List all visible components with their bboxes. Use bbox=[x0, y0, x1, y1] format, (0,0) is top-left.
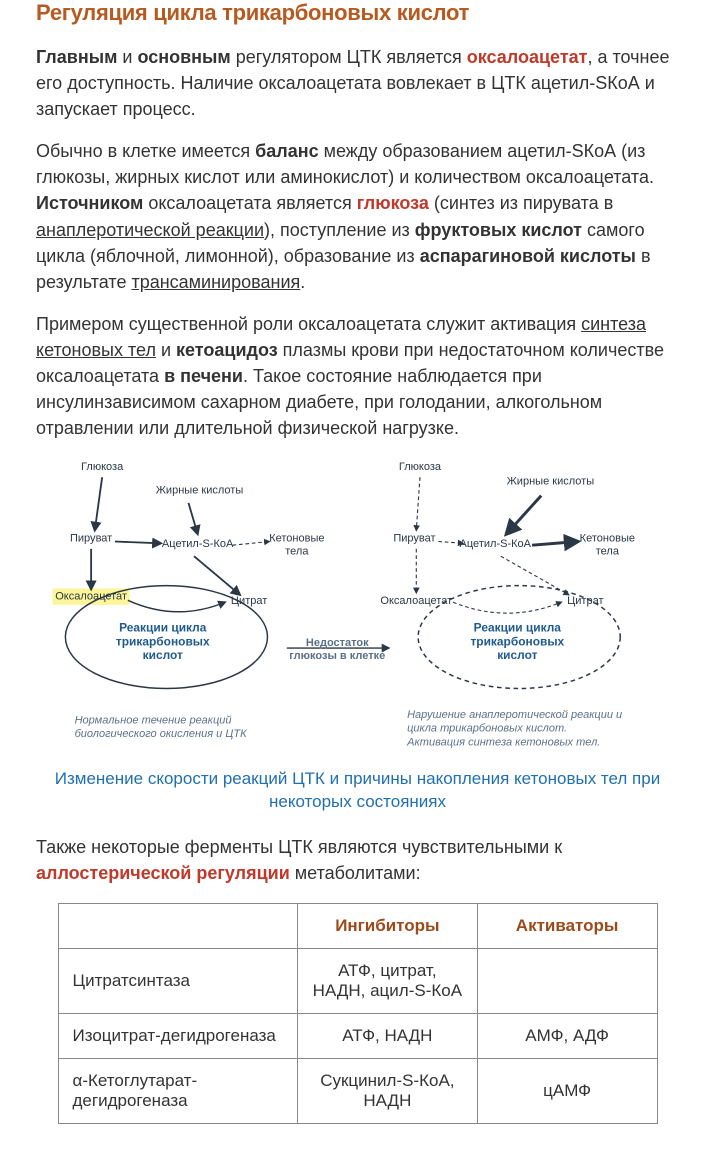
diagram-container: Глюкоза Жирные кислоты Пируват Ацетил-S-КоА… bbox=[36, 457, 679, 760]
text: ), поступление из bbox=[264, 220, 415, 240]
paragraph-1: Главным и основным регулятором ЦТК являе… bbox=[36, 44, 679, 122]
text-accent: аллостерической регуляции bbox=[36, 863, 290, 883]
svg-text:Недостаток: Недостаток bbox=[306, 638, 369, 650]
table-header-activators: Активаторы bbox=[477, 903, 657, 948]
activators-cell bbox=[477, 948, 657, 1013]
text: и bbox=[117, 47, 137, 67]
svg-text:Жирные кислоты: Жирные кислоты bbox=[156, 485, 244, 497]
svg-text:цикла трикарбоновых кислот.: цикла трикарбоновых кислот. bbox=[407, 723, 567, 735]
table-row: Цитратсинтаза АТФ, цитрат, НАДН, ацил-S-… bbox=[58, 948, 657, 1013]
activators-cell: АМФ, АДФ bbox=[477, 1013, 657, 1058]
svg-text:Ацетил-S-КоА: Ацетил-S-КоА bbox=[460, 538, 532, 550]
text: и bbox=[156, 340, 176, 360]
svg-text:биологического окисления и ЦТК: биологического окисления и ЦТК bbox=[75, 728, 247, 740]
page-title: Регуляция цикла трикарбоновых кислот bbox=[36, 0, 679, 26]
svg-text:Пируват: Пируват bbox=[70, 533, 112, 545]
table-row: Изоцитрат-дегидрогеназа АТФ, НАДН АМФ, А… bbox=[58, 1013, 657, 1058]
svg-text:Кетоновые: Кетоновые bbox=[269, 533, 324, 545]
svg-text:глюкозы в клетке: глюкозы в клетке bbox=[289, 650, 385, 662]
svg-text:Реакции цикла: Реакции цикла bbox=[474, 621, 562, 635]
citric-cycle-diagram: Глюкоза Жирные кислоты Пируват Ацетил-S-КоА… bbox=[36, 457, 679, 760]
enzyme-cell: Изоцитрат-дегидрогеназа bbox=[58, 1013, 298, 1058]
inhibitors-cell: Сукцинил-S-КоА, НАДН bbox=[298, 1058, 478, 1123]
table-header-row: Ингибиторы Активаторы bbox=[58, 903, 657, 948]
svg-text:Оксалоацетат: Оксалоацетат bbox=[380, 595, 452, 607]
table-row: α-Кетоглутарат-дегидрогеназа Сукцинил-S-… bbox=[58, 1058, 657, 1123]
svg-text:кислот: кислот bbox=[143, 648, 183, 662]
enzyme-cell: α-Кетоглутарат-дегидрогеназа bbox=[58, 1058, 298, 1123]
svg-text:Активация синтеза кетоновых те: Активация синтеза кетоновых тел. bbox=[406, 737, 600, 749]
text: оксалоацетата является bbox=[143, 193, 356, 213]
link-transamination[interactable]: трансаминирования bbox=[131, 272, 300, 292]
paragraph-3: Примером существенной роли оксалоацетата… bbox=[36, 311, 679, 441]
text: Источником bbox=[36, 193, 143, 213]
activators-cell: цАМФ bbox=[477, 1058, 657, 1123]
text-accent: глюкоза bbox=[357, 193, 429, 213]
text: кетоацидоз bbox=[176, 340, 278, 360]
svg-text:кислот: кислот bbox=[497, 648, 537, 662]
text: фруктовых кислот bbox=[415, 220, 582, 240]
svg-text:Нормальное течение реакций: Нормальное течение реакций bbox=[75, 715, 232, 727]
text: Примером существенной роли оксалоацетата… bbox=[36, 314, 581, 334]
table-header-empty bbox=[58, 903, 298, 948]
text: . bbox=[300, 272, 305, 292]
text: аспарагиновой кислоты bbox=[420, 246, 636, 266]
svg-text:Глюкоза: Глюкоза bbox=[399, 461, 442, 473]
svg-text:Цитрат: Цитрат bbox=[567, 595, 603, 607]
svg-text:трикарбоновых: трикарбоновых bbox=[470, 635, 564, 649]
table-header-inhibitors: Ингибиторы bbox=[298, 903, 478, 948]
svg-text:Реакции цикла: Реакции цикла bbox=[119, 621, 207, 635]
link-anaplerotic[interactable]: анаплеротической реакции bbox=[36, 220, 264, 240]
text-accent: оксалоацетат bbox=[467, 47, 588, 67]
inhibitors-cell: АТФ, НАДН bbox=[298, 1013, 478, 1058]
paragraph-2: Обычно в клетке имеется баланс между обр… bbox=[36, 138, 679, 295]
svg-text:Глюкоза: Глюкоза bbox=[81, 461, 124, 473]
svg-text:Жирные кислоты: Жирные кислоты bbox=[507, 476, 595, 488]
svg-text:Нарушение анаплеротической реа: Нарушение анаплеротической реакции и bbox=[407, 709, 622, 721]
text: Главным bbox=[36, 47, 117, 67]
regulation-table: Ингибиторы Активаторы Цитратсинтаза АТФ,… bbox=[58, 903, 658, 1124]
svg-text:тела: тела bbox=[596, 546, 620, 558]
text: в печени bbox=[164, 366, 243, 386]
svg-text:Оксалоацетат: Оксалоацетат bbox=[55, 591, 127, 603]
diagram-caption: Изменение скорости реакций ЦТК и причины… bbox=[48, 768, 667, 814]
text: баланс bbox=[255, 141, 318, 161]
paragraph-4: Также некоторые ферменты ЦТК являются чу… bbox=[36, 834, 679, 886]
svg-text:Кетоновые: Кетоновые bbox=[580, 533, 635, 545]
text: (синтез из пирувата в bbox=[429, 193, 613, 213]
svg-text:Ацетил-S-КоА: Ацетил-S-КоА bbox=[162, 538, 234, 550]
svg-text:Цитрат: Цитрат bbox=[231, 595, 267, 607]
svg-text:Пируват: Пируват bbox=[393, 533, 435, 545]
text: Обычно в клетке имеется bbox=[36, 141, 255, 161]
svg-text:тела: тела bbox=[285, 546, 309, 558]
svg-text:трикарбоновых: трикарбоновых bbox=[116, 635, 210, 649]
enzyme-cell: Цитратсинтаза bbox=[58, 948, 298, 1013]
text: основным bbox=[137, 47, 230, 67]
inhibitors-cell: АТФ, цитрат, НАДН, ацил-S-КоА bbox=[298, 948, 478, 1013]
text: регулятором ЦТК является bbox=[231, 47, 467, 67]
text: метаболитами: bbox=[290, 863, 421, 883]
text: Также некоторые ферменты ЦТК являются чу… bbox=[36, 837, 562, 857]
